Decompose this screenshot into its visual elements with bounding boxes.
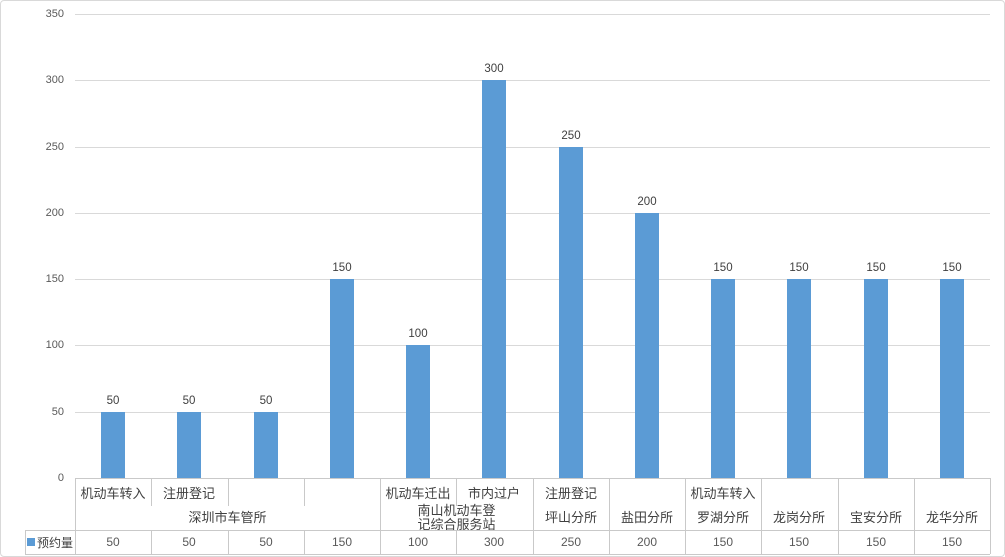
- gridline: [75, 345, 990, 346]
- table-line: [25, 530, 990, 531]
- table-line: [304, 530, 305, 554]
- table-value-cell: 200: [636, 535, 658, 549]
- y-axis-tick-label: 350: [45, 8, 64, 20]
- category-label: 注册登记: [162, 485, 215, 501]
- bar[interactable]: [254, 412, 278, 478]
- bar-value-label: 150: [713, 262, 733, 274]
- group-label: 宝安分所: [838, 506, 914, 530]
- table-line: [25, 530, 26, 554]
- table-value-cell: 150: [331, 535, 353, 549]
- table-line: [25, 554, 990, 555]
- bar[interactable]: [559, 147, 583, 478]
- gridline: [75, 279, 990, 280]
- bar-value-label: 100: [408, 328, 428, 340]
- group-label: 龙岗分所: [761, 506, 837, 530]
- legend-label: 预约量: [36, 535, 73, 550]
- gridline: [75, 14, 990, 15]
- table-value-cell: 150: [941, 535, 963, 549]
- table-value-cell: 100: [407, 535, 429, 549]
- group-label-text: 龙岗分所: [772, 510, 825, 525]
- bar[interactable]: [635, 213, 659, 478]
- category-label: 注册登记: [544, 485, 597, 501]
- bar[interactable]: [406, 345, 430, 478]
- gridline: [75, 412, 990, 413]
- y-axis-tick-label: 300: [45, 74, 64, 86]
- table-line: [533, 478, 534, 554]
- bar[interactable]: [711, 279, 735, 478]
- group-label-text: 龙华分所: [925, 510, 978, 525]
- bar[interactable]: [482, 80, 506, 478]
- table-line: [456, 530, 457, 554]
- group-label: 罗湖分所: [685, 506, 761, 530]
- table-line: [990, 478, 991, 554]
- category-label: 市内过户: [467, 485, 520, 501]
- table-line: [609, 478, 610, 554]
- y-axis-tick-label: 250: [45, 141, 64, 153]
- group-label-text: 罗湖分所: [696, 510, 749, 525]
- bar-value-label: 150: [789, 262, 809, 274]
- bar-value-label: 200: [637, 196, 657, 208]
- table-value-cell: 300: [483, 535, 505, 549]
- table-value-cell: 50: [106, 535, 120, 549]
- table-line: [151, 478, 152, 506]
- group-label: 盐田分所: [609, 506, 685, 530]
- x-axis-line: [75, 478, 990, 479]
- group-label-text: 深圳市车管所: [188, 510, 267, 525]
- gridline: [75, 213, 990, 214]
- table-line: [75, 478, 76, 554]
- y-axis-tick-label: 150: [45, 273, 64, 285]
- table-line: [838, 478, 839, 554]
- table-line: [456, 478, 457, 506]
- y-axis-tick-label: 0: [57, 472, 64, 484]
- bar-value-label: 300: [484, 63, 504, 75]
- bar[interactable]: [177, 412, 201, 478]
- table-value-cell: 150: [712, 535, 734, 549]
- y-axis-tick-label: 200: [45, 207, 64, 219]
- table-value-cell: 150: [788, 535, 810, 549]
- bar-value-label: 150: [332, 262, 352, 274]
- table-line: [151, 530, 152, 554]
- group-label: 龙华分所: [914, 506, 990, 530]
- table-line: [761, 478, 762, 554]
- category-label: 机动车转入: [80, 485, 146, 501]
- table-line: [228, 530, 229, 554]
- table-line: [914, 478, 915, 554]
- group-label-text: 南山机动车登记综合服务站: [417, 503, 496, 532]
- bar-value-label: 50: [182, 395, 196, 407]
- bar-value-label: 50: [106, 395, 120, 407]
- bar[interactable]: [787, 279, 811, 478]
- table-line: [685, 478, 686, 554]
- bar[interactable]: [330, 279, 354, 478]
- bar[interactable]: [101, 412, 125, 478]
- gridline: [75, 80, 990, 81]
- legend: 预约量: [25, 530, 75, 554]
- y-axis-tick-label: 100: [45, 339, 64, 351]
- bar-value-label: 50: [259, 395, 273, 407]
- group-label-text: 坪山分所: [544, 510, 597, 525]
- table-value-cell: 150: [865, 535, 887, 549]
- legend-marker-icon: [26, 538, 35, 546]
- category-label: 机动车转入: [690, 485, 756, 501]
- table-line: [380, 478, 381, 554]
- table-line: [304, 478, 305, 506]
- bar[interactable]: [864, 279, 888, 478]
- bar-value-label: 150: [866, 262, 886, 274]
- bar-value-label: 250: [561, 130, 581, 142]
- group-label-text: 盐田分所: [620, 510, 673, 525]
- group-label: 南山机动车登记综合服务站: [380, 503, 533, 532]
- group-label: 深圳市车管所: [75, 506, 380, 530]
- bar[interactable]: [940, 279, 964, 478]
- table-value-cell: 50: [182, 535, 196, 549]
- group-label: 坪山分所: [533, 506, 609, 530]
- category-label: 机动车迁出: [385, 485, 451, 501]
- group-label-text: 宝安分所: [849, 510, 902, 525]
- table-line: [228, 478, 229, 506]
- gridline: [75, 147, 990, 148]
- bar-value-label: 150: [942, 262, 962, 274]
- table-value-cell: 50: [259, 535, 273, 549]
- table-value-cell: 250: [560, 535, 582, 549]
- y-axis-tick-label: 50: [51, 406, 64, 418]
